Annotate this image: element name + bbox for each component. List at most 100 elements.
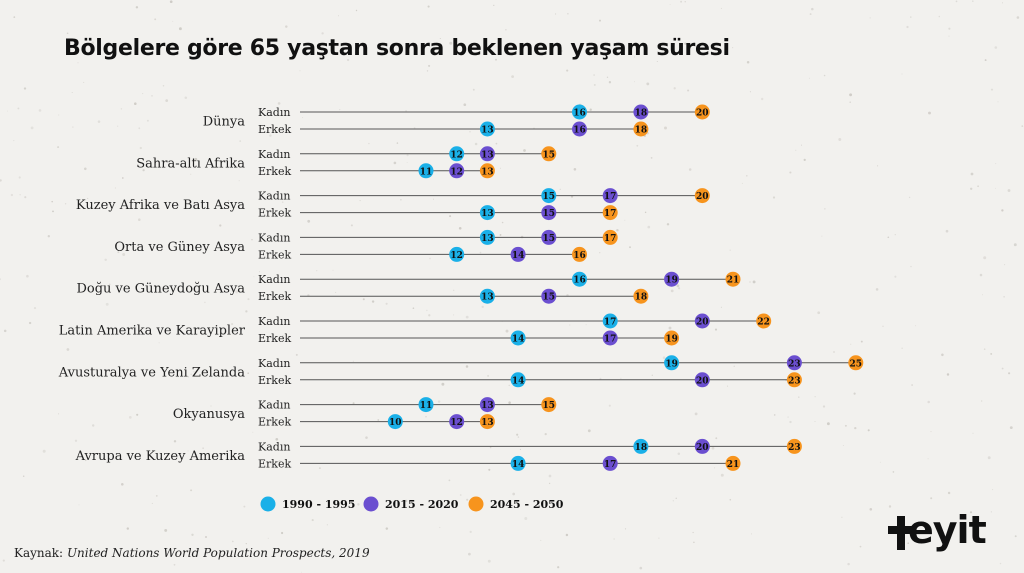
logo-cross-stem bbox=[897, 516, 905, 550]
speckle-dot bbox=[694, 412, 698, 416]
speckle-dot bbox=[466, 498, 469, 501]
data-point bbox=[664, 330, 680, 346]
speckle-dot bbox=[826, 422, 830, 426]
speckle-dot bbox=[714, 328, 718, 331]
speckle-dot bbox=[624, 219, 626, 221]
speckle-dot bbox=[178, 27, 182, 31]
speckle-dot bbox=[729, 498, 732, 501]
speckle-dot bbox=[302, 117, 304, 119]
speckle-dot bbox=[824, 208, 826, 210]
data-point bbox=[479, 163, 495, 179]
speckle-dot bbox=[17, 107, 20, 110]
speckle-dot bbox=[910, 16, 912, 18]
speckle-dot bbox=[877, 165, 879, 167]
speckle-dot bbox=[860, 340, 863, 343]
data-point bbox=[602, 313, 618, 329]
speckle-dot bbox=[752, 280, 756, 284]
speckle-dot bbox=[335, 291, 337, 293]
speckle-dot bbox=[299, 70, 301, 72]
data-point bbox=[664, 271, 680, 287]
data-label: 13 bbox=[481, 167, 494, 177]
speckle-dot bbox=[977, 185, 979, 188]
speckle-dot bbox=[245, 542, 247, 545]
data-point bbox=[479, 229, 495, 245]
speckle-dot bbox=[879, 461, 881, 463]
speckle-dot bbox=[811, 7, 814, 11]
data-point bbox=[418, 397, 434, 413]
speckle-dot bbox=[662, 356, 666, 360]
region-label: Kuzey Afrika ve Batı Asya bbox=[76, 198, 245, 213]
speckle-dot bbox=[624, 528, 627, 530]
row-label: Kadın bbox=[258, 190, 290, 203]
speckle-dot bbox=[33, 307, 37, 310]
data-label: 15 bbox=[543, 150, 556, 160]
speckle-dot bbox=[948, 35, 950, 37]
speckle-dot bbox=[350, 224, 353, 227]
speckle-dot bbox=[692, 531, 694, 534]
speckle-dot bbox=[844, 424, 847, 427]
speckle-dot bbox=[259, 56, 261, 58]
speckle-dot bbox=[1007, 189, 1011, 192]
speckle-dot bbox=[749, 281, 751, 283]
speckle-dot bbox=[593, 74, 595, 76]
speckle-dot bbox=[428, 64, 431, 67]
speckle-dot bbox=[235, 290, 239, 294]
speckle-dot bbox=[26, 274, 29, 278]
speckle-dot bbox=[232, 540, 234, 543]
speckle-dot bbox=[23, 87, 27, 90]
data-point bbox=[633, 288, 649, 304]
speckle-dot bbox=[58, 413, 60, 415]
legend-swatch bbox=[260, 496, 276, 512]
speckle-dot bbox=[22, 475, 25, 478]
speckle-dot bbox=[678, 287, 681, 290]
data-label: 17 bbox=[604, 209, 617, 219]
speckle-dot bbox=[316, 269, 318, 272]
speckle-dot bbox=[142, 93, 144, 95]
speckle-dot bbox=[87, 197, 89, 199]
speckle-dot bbox=[516, 433, 519, 436]
speckle-dot bbox=[658, 537, 660, 539]
speckle-dot bbox=[429, 257, 431, 260]
speckle-dot bbox=[616, 228, 619, 232]
speckle-dot bbox=[272, 547, 274, 549]
speckle-dot bbox=[277, 549, 280, 552]
speckle-dot bbox=[789, 420, 792, 424]
speckle-dot bbox=[469, 530, 472, 534]
speckle-dot bbox=[938, 15, 941, 18]
speckle-dot bbox=[999, 562, 1002, 565]
speckle-dot bbox=[489, 446, 492, 449]
row-label: Kadın bbox=[258, 315, 290, 328]
speckle-dot bbox=[930, 497, 933, 500]
legend-label: 2045 - 2050 bbox=[490, 498, 564, 511]
speckle-dot bbox=[505, 29, 507, 31]
speckle-dot bbox=[162, 85, 165, 87]
speckle-dot bbox=[352, 402, 355, 405]
speckle-dot bbox=[633, 81, 635, 83]
speckle-dot bbox=[13, 16, 16, 18]
speckle-dot bbox=[339, 109, 341, 111]
data-point bbox=[602, 188, 618, 204]
speckle-dot bbox=[533, 127, 535, 129]
speckle-dot bbox=[368, 142, 370, 145]
speckle-dot bbox=[252, 431, 254, 433]
speckle-dot bbox=[371, 300, 375, 303]
speckle-dot bbox=[859, 545, 862, 548]
speckle-dot bbox=[800, 144, 803, 146]
speckle-dot bbox=[301, 571, 302, 573]
speckle-dot bbox=[990, 88, 994, 91]
data-label: 17 bbox=[604, 318, 617, 328]
speckle-dot bbox=[656, 60, 658, 63]
speckle-dot bbox=[173, 563, 176, 566]
speckle-dot bbox=[190, 489, 193, 492]
speckle-dot bbox=[560, 49, 563, 53]
speckle-dot bbox=[495, 142, 498, 145]
speckle-dot bbox=[501, 221, 504, 224]
speckle-dot bbox=[149, 332, 152, 335]
speckle-dot bbox=[979, 273, 983, 277]
speckle-dot bbox=[52, 210, 54, 213]
speckle-dot bbox=[251, 238, 253, 241]
speckle-dot bbox=[71, 92, 73, 93]
speckle-dot bbox=[365, 436, 368, 439]
speckle-dot bbox=[787, 416, 789, 418]
speckle-dot bbox=[425, 415, 427, 418]
